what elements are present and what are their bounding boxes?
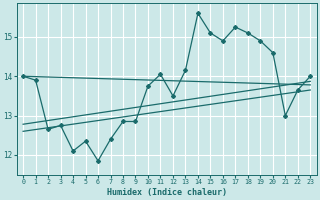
X-axis label: Humidex (Indice chaleur): Humidex (Indice chaleur) xyxy=(107,188,227,197)
